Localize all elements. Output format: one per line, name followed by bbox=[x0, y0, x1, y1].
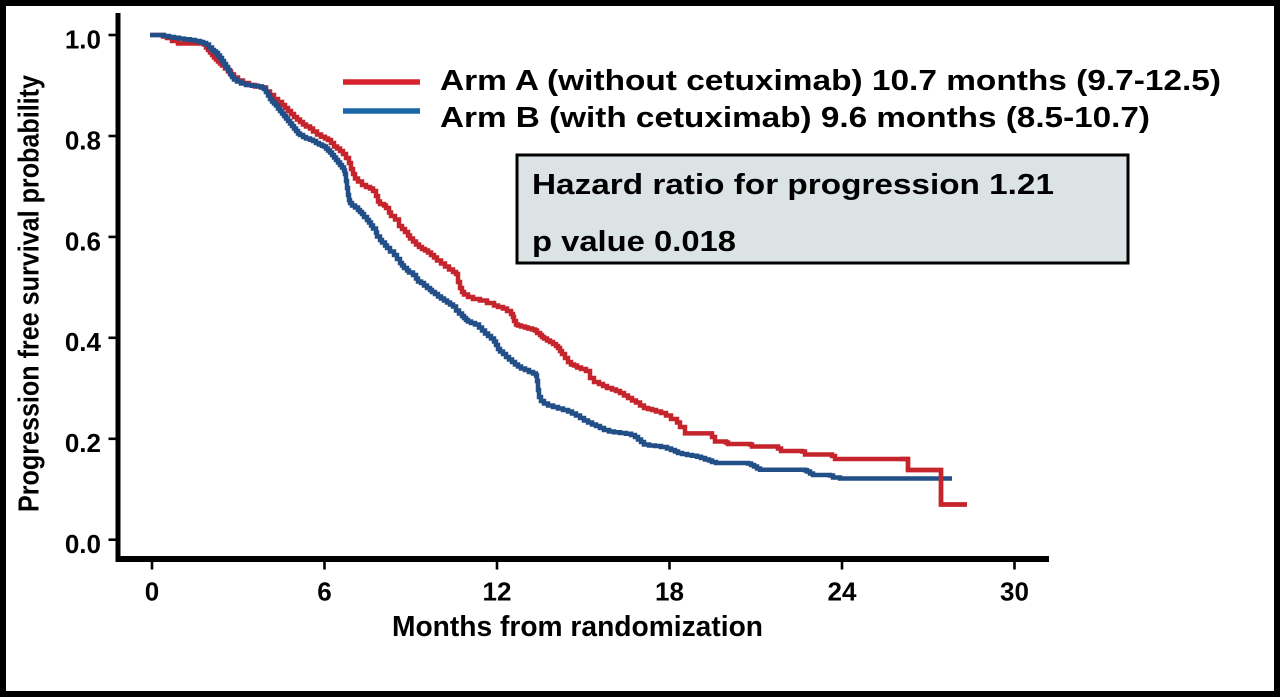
svg-text:0: 0 bbox=[145, 577, 159, 607]
svg-text:0.0: 0.0 bbox=[65, 529, 101, 559]
svg-text:0.8: 0.8 bbox=[65, 125, 101, 155]
svg-text:Arm A (without cetuximab) 10.7: Arm A (without cetuximab) 10.7 months (9… bbox=[440, 65, 1221, 97]
svg-text:Arm B (with cetuximab) 9.6 mon: Arm B (with cetuximab) 9.6 months (8.5-1… bbox=[440, 102, 1150, 134]
svg-text:30: 30 bbox=[1000, 577, 1029, 607]
svg-text:Months from randomization: Months from randomization bbox=[392, 611, 763, 643]
svg-text:12: 12 bbox=[483, 577, 512, 607]
svg-text:0.4: 0.4 bbox=[65, 327, 102, 357]
svg-text:1.0: 1.0 bbox=[65, 24, 101, 54]
svg-text:0.2: 0.2 bbox=[65, 428, 101, 458]
svg-text:Hazard ratio for progression 1: Hazard ratio for progression 1.21 bbox=[532, 169, 1054, 201]
svg-text:Progression free survival prob: Progression free survival probability bbox=[14, 75, 46, 512]
svg-text:0.6: 0.6 bbox=[65, 226, 101, 256]
svg-text:18: 18 bbox=[655, 577, 684, 607]
svg-text:6: 6 bbox=[317, 577, 331, 607]
svg-text:24: 24 bbox=[828, 577, 857, 607]
svg-text:p value 0.018: p value 0.018 bbox=[532, 226, 736, 258]
